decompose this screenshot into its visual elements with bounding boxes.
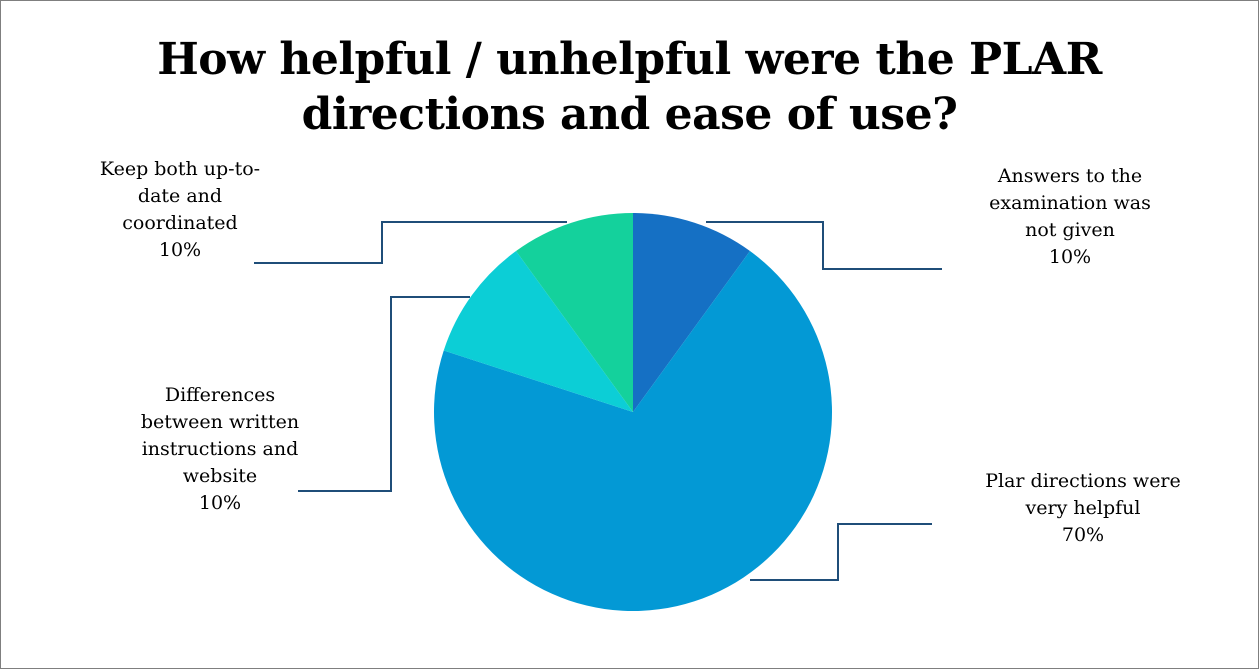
chart-title-line-1: How helpful / unhelpful were the PLAR — [157, 34, 1102, 85]
leader-line-4 — [254, 221, 567, 264]
data-label-1-value: 10% — [1048, 246, 1092, 268]
leader-line-3 — [298, 296, 470, 492]
data-label-4-value: 10% — [158, 239, 202, 261]
data-label-4-line-2: date and — [137, 185, 223, 207]
data-label-1: Answers to the examination was not given 10… — [955, 163, 1185, 271]
data-label-3-line-1: Differences — [164, 384, 276, 406]
leader-line-1 — [706, 221, 942, 270]
data-label-3-line-3: instructions and — [141, 438, 299, 460]
data-label-4: Keep both up-to-date and coordinated 10% — [60, 156, 300, 264]
data-label-3: Differences between written instructions a… — [110, 382, 330, 517]
pie-slice-2 — [434, 251, 833, 612]
chart-title: How helpful / unhelpful were the PLAR di… — [0, 32, 1259, 142]
data-label-4-line-3: coordinated — [122, 212, 238, 234]
data-label-2-line-1: Plar directions were — [985, 470, 1181, 492]
pie-slice-4 — [516, 213, 633, 412]
leader-line-2 — [750, 523, 932, 581]
data-label-2: Plar directions were very helpful 70% — [958, 468, 1208, 549]
data-label-1-line-2: examination was — [989, 192, 1151, 214]
data-label-1-line-1: Answers to the — [997, 165, 1143, 187]
chart-title-line-2: directions and ease of use? — [301, 89, 958, 140]
data-label-3-line-2: between written — [140, 411, 300, 433]
data-label-2-value: 70% — [1061, 524, 1105, 546]
data-label-1-line-3: not given — [1025, 219, 1115, 241]
data-label-2-line-2: very helpful — [1025, 497, 1141, 519]
data-label-3-value: 10% — [198, 492, 242, 514]
pie-slice-3 — [443, 251, 633, 412]
leader-lines — [254, 221, 942, 581]
pie-slice-1 — [633, 213, 750, 412]
data-label-3-line-4: website — [182, 465, 258, 487]
data-label-4-line-1: Keep both up-to- — [99, 158, 261, 180]
pie-slices — [434, 213, 833, 612]
